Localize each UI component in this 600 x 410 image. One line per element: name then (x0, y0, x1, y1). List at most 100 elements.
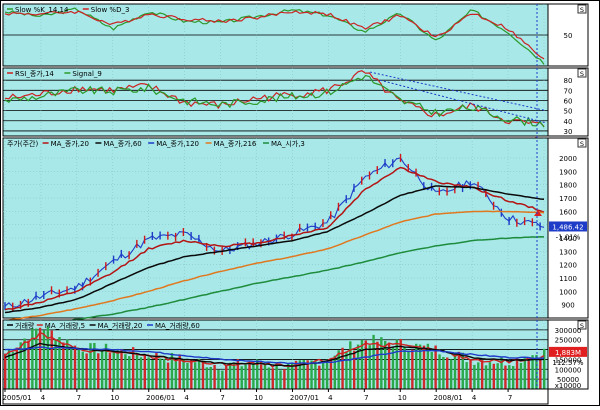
volume-bar (391, 347, 395, 389)
volume-bar (131, 347, 135, 389)
volume-bar (283, 369, 286, 389)
price-change-label: -1.01% (556, 233, 581, 241)
y-tick-label: 1400 (559, 235, 577, 243)
panel-rsi-plot (2, 67, 549, 137)
volume-bar (97, 353, 100, 389)
legend-entry: 주가(주간) (7, 139, 38, 148)
volume-bar (411, 349, 414, 389)
y-tick-label: 250000 (555, 337, 582, 345)
volume-bar (151, 359, 154, 389)
volume-bar (469, 359, 472, 389)
volume-bar (415, 343, 418, 389)
volume-bar (543, 348, 546, 389)
panel-marker-label: S (580, 322, 584, 330)
volume-bar (178, 354, 181, 389)
y-tick-label: 80 (564, 77, 573, 85)
volume-bar (287, 363, 290, 389)
panel-marker-label: S (580, 140, 584, 148)
volume-bar (515, 357, 519, 389)
y-tick-label: 30 (564, 128, 573, 136)
volume-bar (449, 359, 453, 389)
legend-entry: Slow %K_14,14 (15, 6, 69, 14)
x-tick-label: 4 (41, 394, 46, 402)
volume-bar (221, 370, 224, 389)
y-tick-label: 2000 (559, 155, 577, 163)
y-tick-label: 50 (564, 32, 573, 40)
volume-bar (349, 341, 352, 389)
volume-bar (329, 359, 333, 389)
panel-marker-box (577, 68, 587, 78)
volume-bar (279, 370, 282, 389)
last-volume-label: 1,883M (555, 349, 581, 357)
x-tick-label: 7 (508, 394, 512, 402)
series-line-MA_종가,120 (4, 210, 545, 322)
volume-bar (147, 357, 150, 389)
y-tick-label: 900 (561, 302, 574, 310)
volume-bar (4, 353, 7, 389)
volume-bar (15, 347, 19, 389)
volume-bar (236, 359, 240, 389)
volume-bar (360, 339, 364, 389)
last-price-box (549, 221, 587, 232)
volume-bar (418, 344, 422, 389)
x-tick-label: 7 (220, 394, 224, 402)
volume-bar (523, 358, 527, 389)
volume-bar (209, 366, 212, 389)
volume-bar (457, 351, 461, 389)
volume-bar (104, 343, 108, 389)
volume-bar (539, 358, 542, 389)
x-axis-area (2, 388, 549, 405)
volume-bar (259, 364, 263, 389)
y-tick-label: 50000 (557, 376, 579, 384)
volume-bar (511, 366, 515, 389)
series-line-MA_종가,20 (4, 166, 545, 311)
volume-bar (213, 364, 216, 389)
volume-bar (387, 342, 391, 389)
volume-bar (345, 351, 348, 389)
volume-bar (89, 343, 92, 389)
volume-bar (465, 362, 468, 389)
volume-bar (298, 360, 302, 389)
volume-bar (337, 350, 340, 389)
volume-bar (166, 362, 170, 389)
x-tick-label: 4 (472, 394, 477, 402)
x-tick-label: 10 (398, 394, 407, 402)
volume-bar (240, 366, 243, 389)
series-line-Signal_9 (4, 74, 545, 128)
volume-bar (11, 352, 15, 389)
volume-bar (372, 334, 375, 389)
volume-bar (333, 355, 337, 389)
panel-rsi-axis (547, 67, 589, 137)
y-tick-label: 1200 (559, 262, 577, 270)
volume-bar (69, 348, 73, 389)
volume-bar (46, 326, 50, 389)
legend-entry: Signal_9 (72, 70, 101, 78)
volume-bar (27, 340, 30, 389)
volume-bar (77, 347, 81, 389)
volume-bar (407, 350, 410, 389)
y-tick-label: 50 (564, 108, 573, 116)
volume-bar (325, 359, 329, 389)
volume-bar (321, 361, 325, 389)
volume-bar (248, 363, 251, 389)
volume-bar (19, 342, 22, 389)
legend-entry: MA_종가,60 (103, 139, 141, 148)
x-tick-label: 2006/01 (146, 394, 175, 402)
volume-bar (85, 353, 88, 389)
trend-line (379, 79, 547, 124)
volume-bar (100, 349, 104, 389)
volume-bar (108, 353, 112, 389)
volume-bar (225, 366, 228, 389)
volume-bar (267, 367, 271, 389)
volume-bar (399, 339, 402, 389)
panel-marker-label: S (580, 6, 584, 14)
volume-bar (318, 365, 321, 389)
volume-bar (124, 354, 127, 389)
volume-bar (263, 364, 267, 389)
volume-bar (477, 362, 480, 389)
volume-bar (170, 352, 174, 389)
series-line-MA_종가,216 (4, 235, 545, 330)
volume-bar (426, 343, 430, 389)
volume-bar (480, 360, 484, 389)
volume-bar (364, 340, 368, 389)
